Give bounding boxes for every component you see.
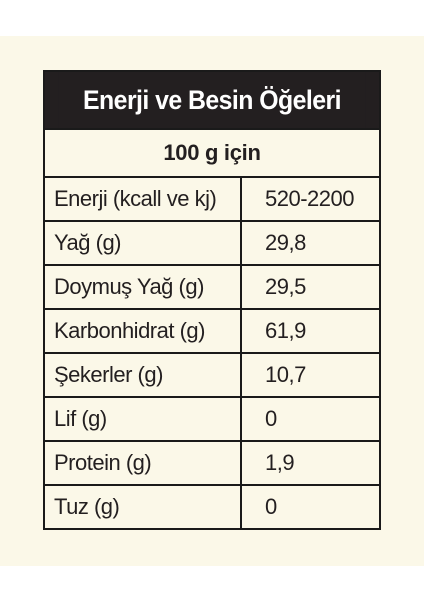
nutrient-name: Şekerler (g) xyxy=(45,352,242,397)
table-title: Enerji ve Besin Öğeleri xyxy=(58,72,366,128)
nutrient-name: Lif (g) xyxy=(45,396,242,441)
nutrient-value: 29,8 xyxy=(241,220,379,265)
table-subtitle: 100 g için xyxy=(45,128,379,176)
table-row: Şekerler (g) 10,7 xyxy=(45,352,379,397)
nutrient-name: Protein (g) xyxy=(45,440,242,485)
nutrient-name: Tuz (g) xyxy=(45,484,242,528)
nutrient-value: 0 xyxy=(241,484,379,528)
table-row: Doymuş Yağ (g) 29,5 xyxy=(45,264,379,309)
table-row: Tuz (g) 0 xyxy=(45,484,379,528)
nutrient-name: Karbonhidrat (g) xyxy=(45,308,242,353)
nutrient-value: 520-2200 xyxy=(241,176,379,221)
nutrition-table: Enerji ve Besin Öğeleri 100 g için Enerj… xyxy=(43,70,381,530)
table-row: Yağ (g) 29,8 xyxy=(45,220,379,265)
nutrient-value: 0 xyxy=(241,396,379,441)
nutrient-value: 29,5 xyxy=(241,264,379,309)
nutrient-name: Doymuş Yağ (g) xyxy=(45,264,242,309)
table-row: Enerji (kcall ve kj) 520-2200 xyxy=(45,176,379,221)
title-bar: Enerji ve Besin Öğeleri xyxy=(45,72,379,128)
nutrient-name: Enerji (kcall ve kj) xyxy=(45,176,242,221)
nutrition-rows: Enerji (kcall ve kj) 520-2200 Yağ (g) 29… xyxy=(45,176,379,528)
nutrient-name: Yağ (g) xyxy=(45,220,242,265)
table-row: Karbonhidrat (g) 61,9 xyxy=(45,308,379,353)
table-row: Protein (g) 1,9 xyxy=(45,440,379,485)
nutrient-value: 61,9 xyxy=(241,308,379,353)
nutrient-value: 1,9 xyxy=(241,440,379,485)
table-row: Lif (g) 0 xyxy=(45,396,379,441)
nutrient-value: 10,7 xyxy=(241,352,379,397)
